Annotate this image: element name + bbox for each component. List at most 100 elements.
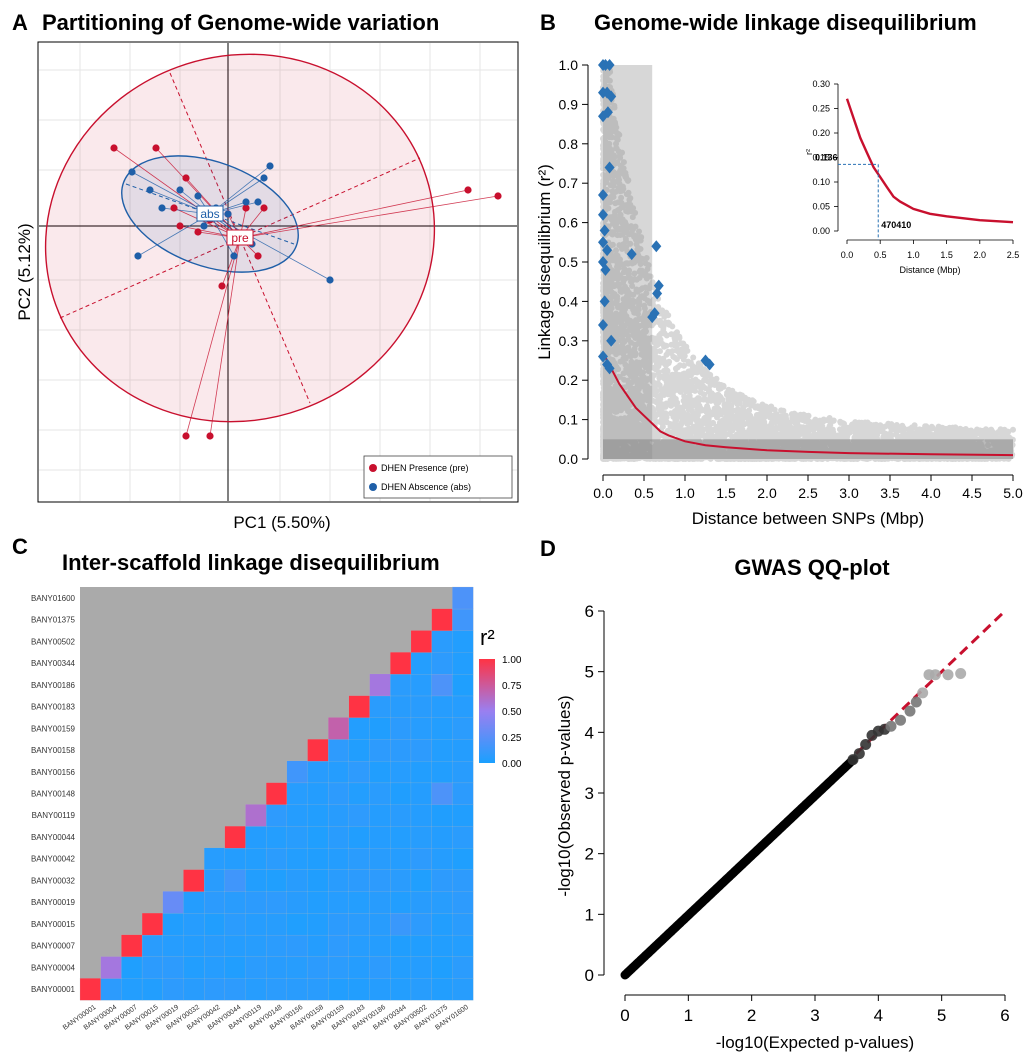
- heatmap-cell: [245, 934, 267, 957]
- inset-y-tick-label: 0.10: [812, 177, 830, 187]
- heatmap-cell: [100, 978, 122, 1001]
- heatmap-cell: [245, 804, 267, 827]
- heatmap-cell: [452, 826, 474, 849]
- heatmap-cell: [79, 978, 102, 1001]
- qq-point: [942, 669, 954, 681]
- heatmap-cell: [141, 934, 164, 957]
- heatmap-row-label: BANY00015: [31, 920, 76, 929]
- heatmap-cell: [328, 934, 350, 957]
- heatmap-cell: [224, 934, 246, 957]
- heatmap-row-label: BANY00186: [31, 681, 76, 690]
- heatmap-cell: [162, 934, 184, 957]
- heatmap-cell: [266, 912, 288, 936]
- absence-point: [176, 186, 184, 194]
- y-tick-label: 0.7: [559, 175, 579, 191]
- heatmap-cell: [348, 978, 370, 1001]
- heatmap-cell: [224, 869, 246, 892]
- heatmap-cell: [410, 760, 433, 784]
- heatmap-cell: [121, 978, 143, 1001]
- legend-swatch-absence: [369, 483, 377, 491]
- heatmap-cell: [307, 956, 329, 979]
- heatmap-cell: [286, 804, 308, 827]
- heatmap-cell: [266, 891, 288, 914]
- absence-point: [134, 252, 142, 260]
- spoke-line: [113, 147, 241, 239]
- heatmap-cell: [328, 891, 350, 914]
- heatmap-cell: [431, 760, 453, 784]
- heatmap-cell: [328, 826, 350, 849]
- heatmap-cell: [410, 630, 433, 653]
- heatmap-cell: [452, 695, 474, 718]
- heatmap-row-label: BANY00148: [31, 790, 76, 799]
- y-tick-label: 4: [585, 723, 594, 742]
- presence-point: [110, 144, 118, 152]
- heatmap-cell: [348, 934, 370, 957]
- panel-b-fit-curve: [602, 352, 1014, 457]
- heatmap-cell: [452, 586, 474, 610]
- inset-decay-curve: [845, 98, 1014, 224]
- presence-point: [176, 222, 184, 230]
- heatmap-cell: [410, 934, 433, 957]
- heatmap-cell: [431, 695, 453, 718]
- heatmap-cell: [390, 826, 412, 849]
- heatmap-cell: [307, 978, 329, 1001]
- heatmap-row-label: BANY00183: [31, 703, 76, 712]
- x-tick-label: 4.5: [962, 485, 982, 501]
- heatmap-cell: [266, 978, 288, 1001]
- heatmap-cell: [224, 956, 246, 979]
- panel-c-legend: r² 1.00 0.75 0.50 0.25 0.00: [479, 625, 522, 770]
- inset-xlabel: Distance (Mbp): [899, 265, 960, 275]
- highlight-diamond: [604, 161, 615, 174]
- heatmap-row-label: BANY00344: [31, 659, 76, 668]
- heatmap-cell: [204, 847, 226, 870]
- heatmap-cell: [369, 717, 391, 740]
- panel-a-title: Partitioning of Genome-wide variation: [42, 10, 439, 35]
- heatmap-cell: [204, 978, 226, 1001]
- qq-point: [885, 720, 897, 732]
- presence-point: [182, 432, 190, 440]
- heatmap-cell: [390, 652, 412, 675]
- x-tick-label: 2.5: [798, 485, 818, 501]
- y-tick-label: 1: [585, 905, 594, 924]
- highlight-diamond: [598, 208, 608, 221]
- heatmap-row-label: BANY00032: [31, 876, 76, 885]
- heatmap-cell: [431, 608, 453, 631]
- y-tick-label: 6: [585, 602, 594, 621]
- heatmap-cell: [266, 826, 288, 849]
- heatmap-cell: [348, 847, 370, 870]
- heatmap-row-label: BANY00156: [31, 768, 76, 777]
- heatmap-cell: [410, 826, 433, 849]
- x-tick-label: 5.0: [1003, 485, 1023, 501]
- heatmap-cell: [390, 978, 412, 1001]
- panel-b-highlighted-points: [598, 59, 715, 375]
- panel-b-axes: 0.0 0.1 0.2 0.3 0.4 0.5 0.6 0.7 0.8 0.9 1.0 0.0 0.5 1…: [559, 57, 1023, 501]
- heatmap-cell: [431, 912, 453, 936]
- inset-x-tick-label: 1.5: [940, 250, 953, 260]
- heatmap-cell: [162, 912, 184, 936]
- heatmap-cell: [245, 978, 267, 1001]
- presence-point: [206, 432, 214, 440]
- heatmap-row-label: BANY00119: [32, 811, 76, 820]
- qq-point: [910, 696, 922, 708]
- panel-d-points: [620, 667, 967, 980]
- heatmap-cell: [410, 891, 433, 914]
- heatmap-cell: [266, 804, 288, 827]
- heatmap-row-label: BANY00502: [31, 637, 76, 646]
- heatmap-cell: [452, 760, 474, 784]
- heatmap-cell: [410, 782, 433, 805]
- heatmap-cell: [390, 782, 412, 805]
- heatmap-cell: [286, 782, 308, 805]
- heatmap-row-label: BANY01375: [31, 616, 76, 625]
- presence-point: [182, 174, 190, 182]
- x-tick-label: 1.5: [716, 485, 736, 501]
- heatmap-cell: [431, 891, 453, 914]
- heatmap-cell: [328, 739, 350, 762]
- heatmap-cell: [369, 978, 391, 1001]
- presence-point: [260, 204, 268, 212]
- heatmap-cell: [369, 695, 391, 718]
- panel-c-title: Inter-scaffold linkage disequilibrium: [62, 550, 440, 575]
- heatmap-cell: [162, 956, 184, 979]
- x-tick-label: 1.0: [675, 485, 695, 501]
- heatmap-cell: [183, 934, 205, 957]
- presence-point: [152, 144, 160, 152]
